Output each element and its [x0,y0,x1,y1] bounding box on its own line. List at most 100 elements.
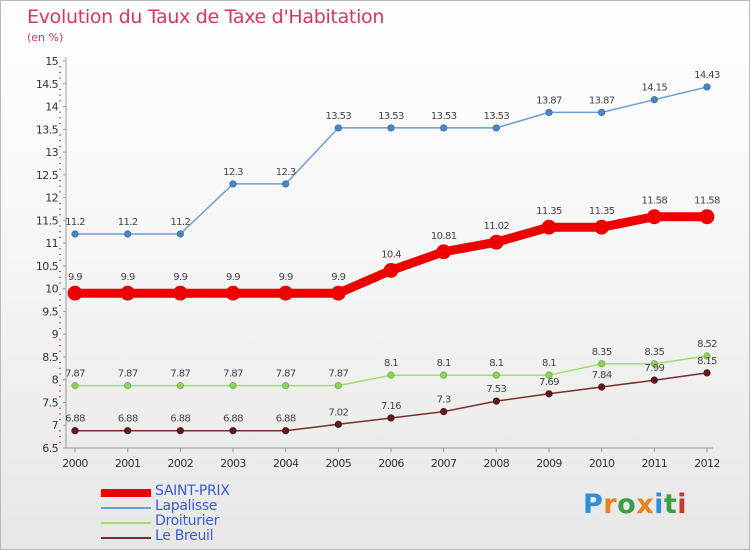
data-point [387,371,395,379]
data-label: 7.3 [437,395,451,406]
y-tick-label: 13.5 [36,123,59,136]
brand-logo-letter: i [677,489,688,520]
data-point [440,371,448,379]
data-label: 11.2 [65,217,85,228]
y-tick-label: 12.5 [36,169,59,182]
y-tick-label: 10.5 [36,260,59,273]
y-tick-label: 7 [52,419,59,432]
y-tick-label: 9 [52,328,59,341]
data-point [71,382,79,390]
data-label: 7.87 [118,369,138,380]
data-point [545,108,553,117]
x-tick-label: 2012 [694,457,720,470]
x-tick-label: 2007 [431,457,457,470]
data-point [488,234,504,250]
data-point [334,382,342,390]
data-label: 11.58 [642,196,668,207]
brand-logo: Proxiti [583,489,687,520]
x-tick-label: 2003 [220,457,246,470]
data-label: 13.53 [378,111,404,122]
data-label: 6.88 [65,414,85,425]
data-label: 11.35 [536,206,562,217]
legend-item: Lapalisse [101,498,301,516]
data-label: 11.2 [170,217,190,228]
data-label: 7.87 [328,369,348,380]
data-point [650,360,658,368]
data-label: 7.69 [539,377,559,388]
y-tick-label: 14 [45,101,58,114]
y-tick-label: 10 [45,283,58,296]
data-point [176,427,184,435]
data-point [176,382,184,390]
data-label: 11.58 [694,196,720,207]
data-label: 6.88 [223,414,243,425]
data-point [545,371,553,379]
data-point [541,219,557,235]
data-point [650,376,658,384]
x-tick-label: 2008 [484,457,510,470]
data-point [699,209,715,225]
x-tick-label: 2002 [168,457,194,470]
data-point [492,124,500,132]
data-label: 7.84 [592,370,612,381]
data-label: 9.9 [68,272,82,283]
data-label: 10.4 [381,249,401,260]
data-point [71,427,79,435]
data-label: 9.9 [331,272,345,283]
data-point [383,263,399,278]
brand-logo-letter: P [583,489,604,520]
data-point [229,180,237,188]
data-point [440,124,448,132]
data-point [598,383,606,391]
data-point [282,427,290,435]
brand-logo-letter: x [636,489,655,520]
data-point [594,219,610,235]
data-label: 12.3 [276,167,296,178]
data-label: 12.3 [223,167,243,178]
brand-logo-letter: i [654,489,664,520]
data-label: 9.9 [226,272,240,283]
data-label: 7.87 [276,369,296,380]
data-label: 8.15 [697,356,717,367]
legend-label: SAINT-PRIX [155,483,230,499]
legend-label: Lapalisse [155,498,218,514]
y-tick-label: 8 [52,374,59,387]
brand-logo-letter: t [663,489,678,520]
x-tick-label: 2001 [115,457,141,470]
data-point [598,360,606,368]
data-label: 6.88 [276,414,296,425]
data-point [176,230,184,238]
x-tick-label: 2009 [536,457,562,470]
y-tick-label: 8.5 [42,351,58,364]
data-label: 9.9 [279,272,293,283]
data-label: 7.99 [644,363,664,374]
x-tick-label: 2004 [273,457,299,470]
data-point [703,83,711,91]
data-label: 8.1 [437,358,451,369]
data-point [225,285,241,301]
data-label: 14.15 [642,83,668,94]
x-tick-label: 2010 [589,457,615,470]
series-labels: 9.9 9.9 9.9 9.9 9.9 9.9 10.4 10.81 11.02 11.35 11.… [65,70,721,425]
data-point [440,407,448,416]
legend-item: Droiturier [101,513,301,531]
data-point [492,371,500,379]
data-point [387,414,395,422]
data-point [229,382,237,390]
data-point [330,285,346,301]
y-tick-label: 13 [45,146,58,159]
y-tick-label: 7.5 [42,396,58,409]
data-label: 8.35 [592,347,612,358]
legend-item: SAINT-PRIX [101,483,301,501]
data-point [124,230,132,238]
data-label: 9.9 [121,272,135,283]
data-label: 11.02 [484,221,510,232]
data-point [598,108,606,117]
data-label: 8.35 [644,347,664,358]
data-label: 6.88 [118,414,138,425]
y-tick-label: 15 [45,55,58,68]
data-label: 8.1 [384,358,398,369]
data-point [120,285,136,301]
legend-swatch [101,489,151,497]
